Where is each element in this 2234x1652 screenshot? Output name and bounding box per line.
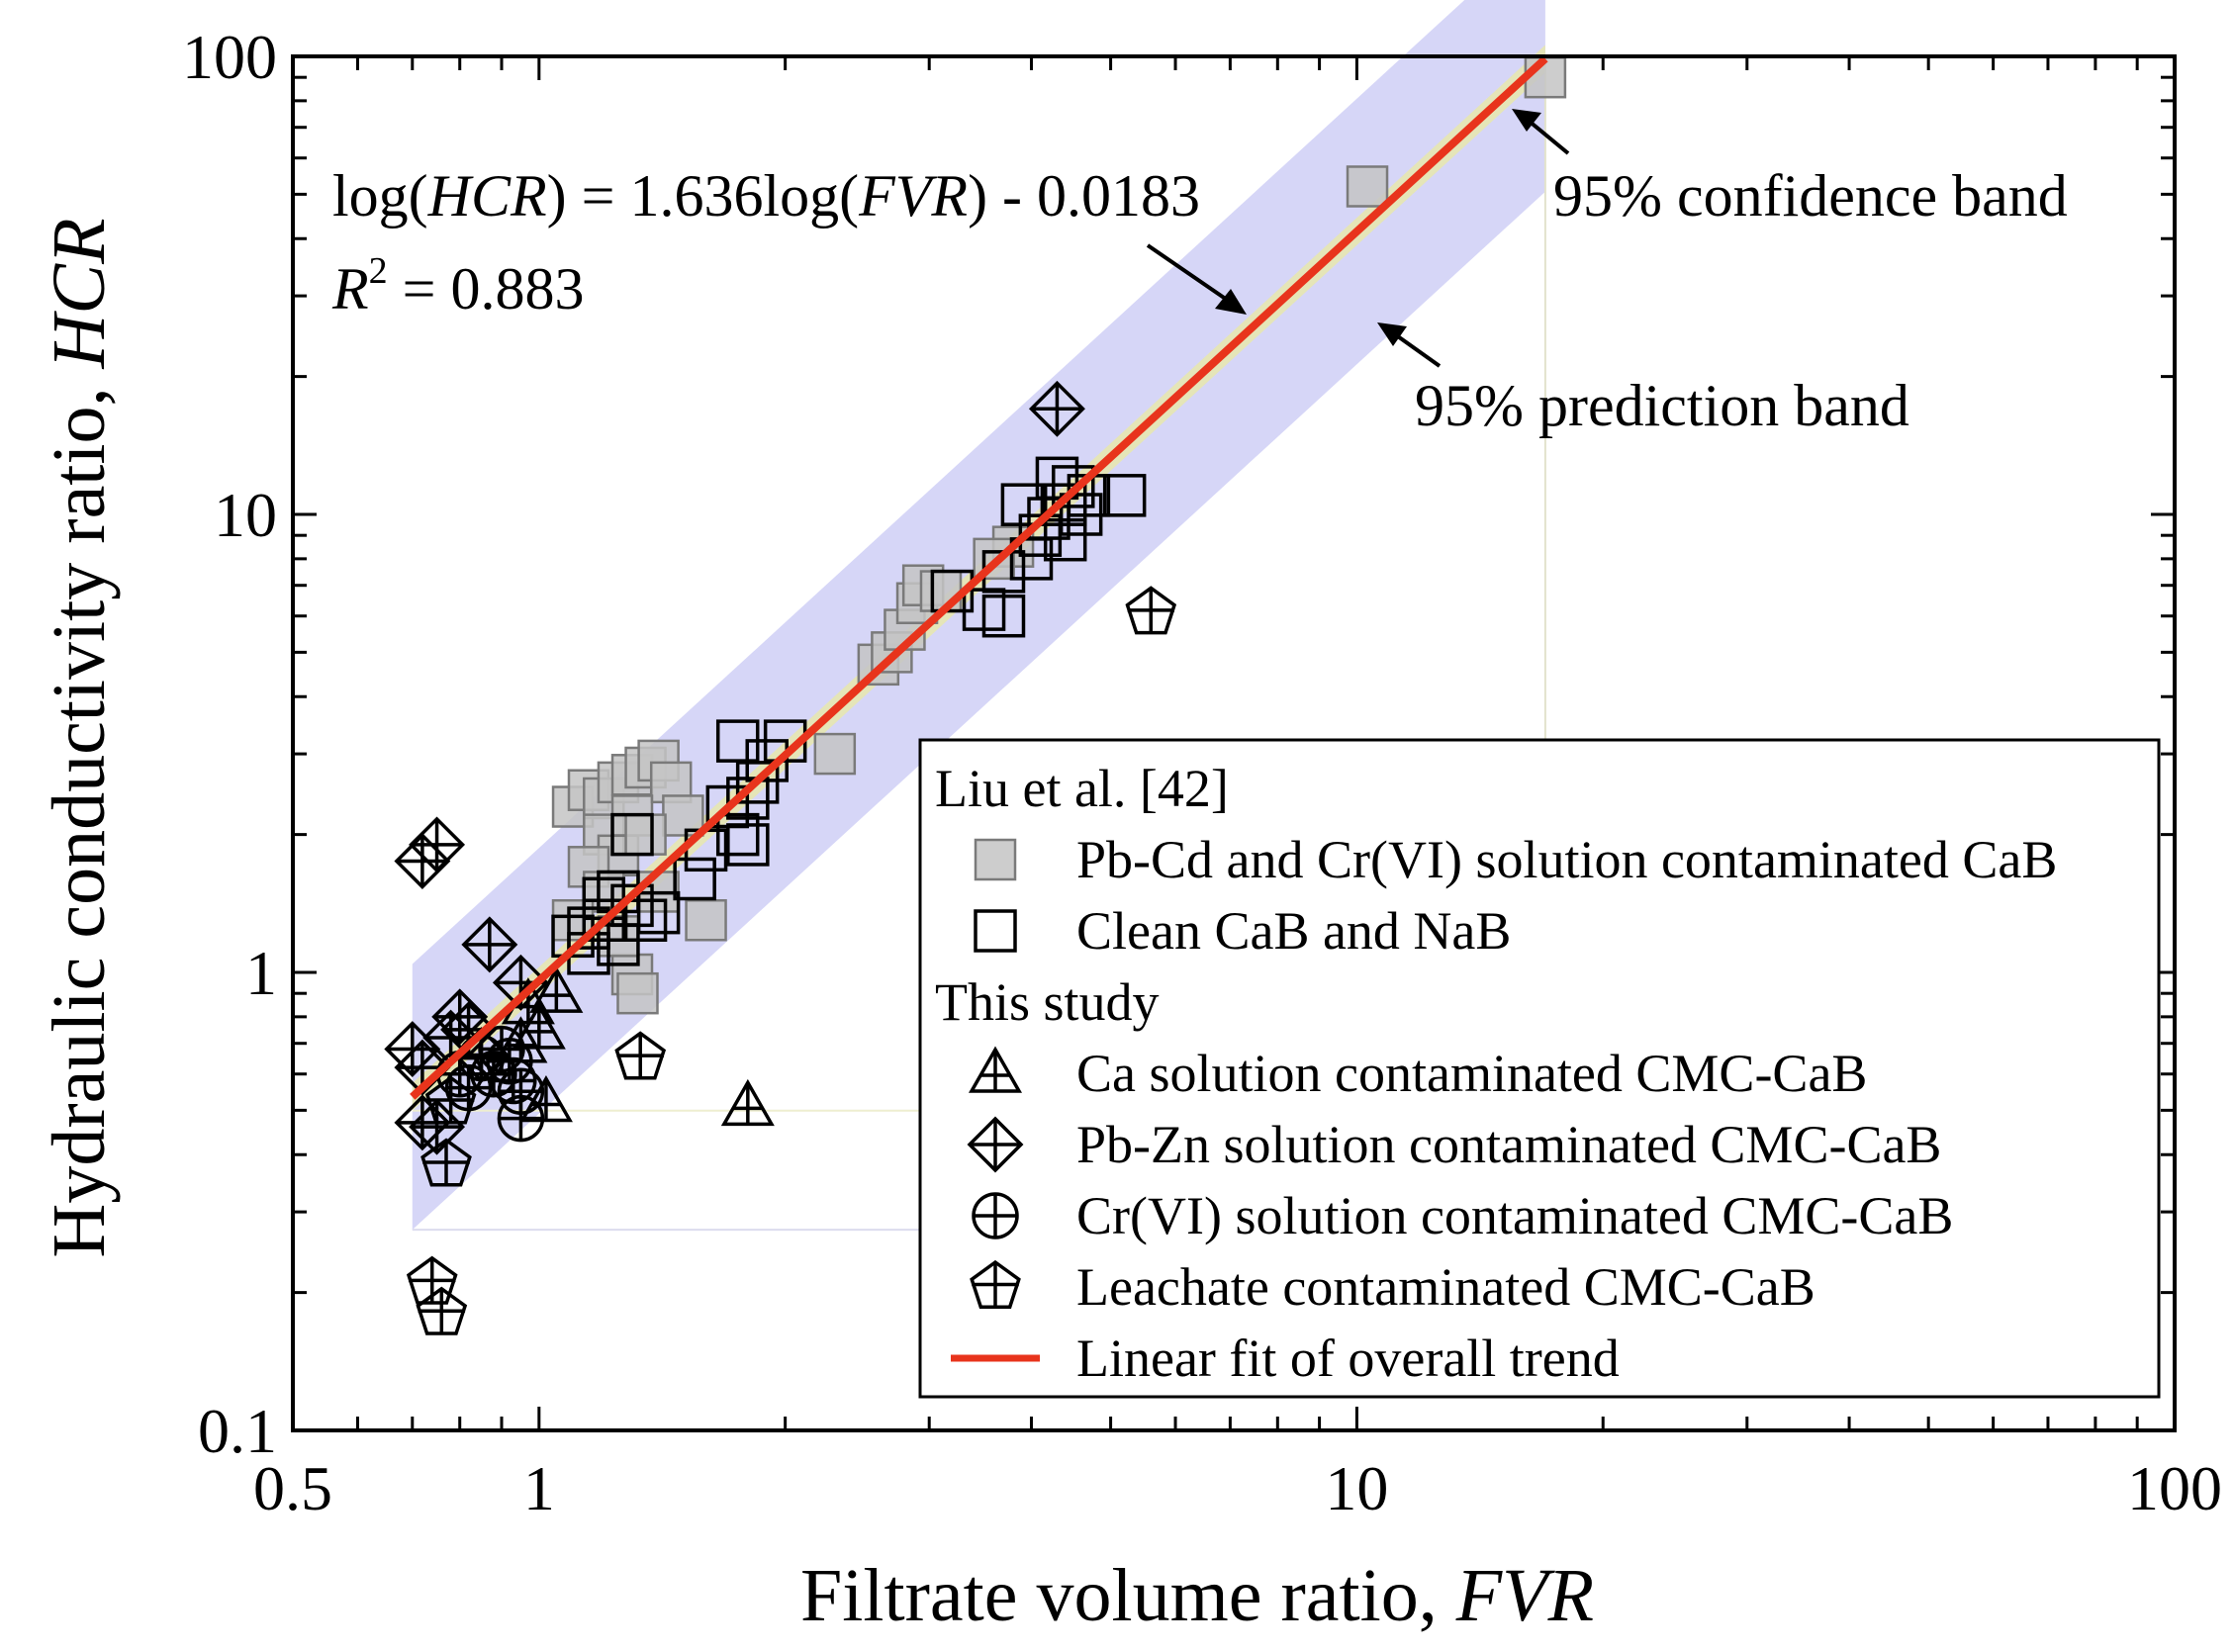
fit-line-layer [410, 55, 1548, 1100]
x-tick-label: 0.5 [253, 1453, 332, 1523]
legend-item: Cr(VI) solution contaminated CMC-CaB [972, 1186, 1953, 1245]
data-point [610, 812, 654, 857]
confidence-band-label: 95% confidence band [1553, 163, 2068, 229]
data-point [394, 832, 451, 889]
data-point [490, 1056, 537, 1105]
legend-label: Cr(VI) solution contaminated CMC-CaB [1076, 1186, 1953, 1245]
data-point [444, 1063, 493, 1112]
data-point [1043, 483, 1087, 526]
annotation-arrows [1146, 109, 1570, 368]
r-squared: R2 = 0.883 [331, 250, 585, 321]
y-tick-label: 1 [245, 938, 277, 1008]
legend-box [918, 738, 2161, 1399]
data-point [582, 898, 626, 942]
legend-label: Ca solution contaminated CMC-CaB [1076, 1044, 1867, 1103]
legend-item: Clean CaB and NaB [974, 901, 1511, 961]
data-point [1102, 474, 1147, 517]
fit-equation: log(HCR) = 1.636log(FVR) - 0.0183 [332, 163, 1200, 229]
x-tick-label: 1 [523, 1453, 555, 1523]
y-tick-label: 100 [182, 22, 277, 92]
data-point [424, 1075, 477, 1125]
legend-item: Leachate contaminated CMC-CaB [970, 1257, 1815, 1317]
legend-marker-diamond [967, 1116, 1024, 1173]
data-point [813, 732, 857, 776]
scatter-points [384, 55, 1567, 1335]
data-point [616, 971, 659, 1015]
legend-label: Clean CaB and NaB [1076, 901, 1511, 961]
fit-line [410, 55, 1548, 1100]
legend-label: Linear fit of overall trend [1076, 1329, 1620, 1388]
data-point [636, 890, 681, 935]
series-pentagon [406, 586, 1177, 1335]
legend-item: Pb-Cd and Cr(VI) solution contaminated C… [974, 830, 2057, 889]
data-point [597, 923, 640, 966]
data-point [624, 813, 667, 856]
data-point [735, 761, 780, 804]
data-point [461, 916, 518, 973]
series-circle [435, 1025, 545, 1143]
data-point [416, 1286, 468, 1335]
legend-group-liu: Liu et al. [42] [935, 759, 1229, 818]
data-point [529, 965, 584, 1013]
arrow-confidence [1527, 119, 1570, 155]
series-square-open [551, 456, 1147, 975]
arrow-confidence-head [1512, 109, 1541, 132]
prediction-band-label: 95% prediction band [1415, 373, 1909, 438]
arrow-equation-head [1215, 289, 1247, 315]
data-point [497, 1094, 545, 1143]
data-point [409, 1098, 466, 1155]
plot-frame [291, 54, 2177, 1432]
legend-group-this-study: This study [935, 972, 1160, 1032]
data-point [685, 898, 727, 942]
data-point [420, 1138, 472, 1187]
legend-marker-triangle [968, 1046, 1023, 1093]
legend-label: Pb-Cd and Cr(VI) solution contaminated C… [1076, 830, 2057, 889]
data-point [1009, 537, 1054, 581]
data-point [1028, 380, 1085, 437]
data-point [1346, 165, 1389, 208]
x-tick-label: 10 [1325, 1453, 1388, 1523]
arrow-equation [1146, 243, 1232, 304]
legend-marker-pentagon [970, 1259, 1021, 1309]
data-point [673, 857, 716, 901]
y-tick-label: 0.1 [198, 1396, 277, 1466]
arrow-prediction-head [1377, 322, 1407, 346]
data-point [981, 594, 1026, 638]
legend-items: Pb-Cd and Cr(VI) solution contaminated C… [951, 830, 2057, 1388]
y-axis-title: Hydraulic conductivity ratio, HCR [38, 218, 121, 1257]
data-point [614, 1031, 667, 1080]
legend-marker-circle [972, 1192, 1019, 1239]
data-point [1125, 586, 1177, 635]
data-point [726, 823, 770, 867]
legend-item: Pb-Zn solution contaminated CMC-CaB [967, 1115, 1941, 1174]
data-point [567, 906, 610, 950]
data-point [1000, 483, 1045, 526]
legend-marker-square-open [974, 909, 1017, 953]
y-tick-label: 10 [214, 480, 277, 550]
legend-label: Pb-Zn solution contaminated CMC-CaB [1076, 1115, 1941, 1174]
data-point [720, 1078, 775, 1127]
legend-item: Linear fit of overall trend [951, 1329, 1620, 1388]
arrow-prediction [1393, 332, 1442, 368]
x-tick-label: 100 [2127, 1453, 2222, 1523]
data-point [715, 812, 760, 857]
data-point [431, 988, 489, 1046]
legend-item: Ca solution contaminated CMC-CaB [968, 1044, 1867, 1103]
legend: Liu et al. [42] This study Pb-Cd and Cr(… [918, 738, 2161, 1399]
x-axis-title: Filtrate volume ratio, FVR [800, 1554, 1594, 1637]
axes-frame: 0.5 1 10 100 0.1 1 10 100 [182, 22, 2222, 1523]
data-point [623, 898, 668, 942]
legend-marker-square-filled [974, 838, 1017, 881]
legend-label: Leachate contaminated CMC-CaB [1076, 1257, 1815, 1317]
